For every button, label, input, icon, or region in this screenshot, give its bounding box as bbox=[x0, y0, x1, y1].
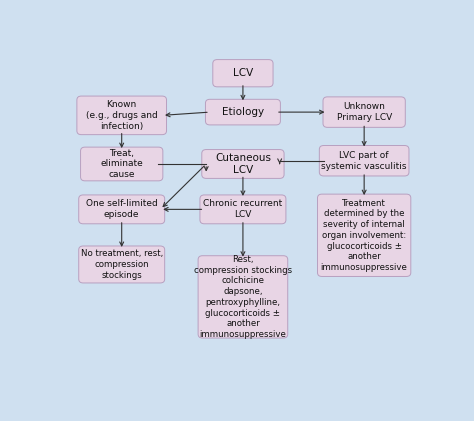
FancyBboxPatch shape bbox=[81, 147, 163, 181]
Text: LCV: LCV bbox=[233, 68, 253, 78]
FancyBboxPatch shape bbox=[213, 60, 273, 87]
FancyBboxPatch shape bbox=[323, 97, 405, 127]
Text: Unknown
Primary LCV: Unknown Primary LCV bbox=[337, 102, 392, 122]
FancyBboxPatch shape bbox=[319, 146, 409, 176]
FancyBboxPatch shape bbox=[200, 195, 286, 224]
FancyBboxPatch shape bbox=[79, 195, 164, 224]
Text: Treat,
eliminate
cause: Treat, eliminate cause bbox=[100, 149, 143, 179]
Text: Rest,
compression stockings
colchicine
dapsone,
pentroxyphylline,
glucocorticoid: Rest, compression stockings colchicine d… bbox=[194, 255, 292, 339]
Text: One self-limited
episode: One self-limited episode bbox=[86, 200, 157, 219]
FancyBboxPatch shape bbox=[79, 246, 164, 283]
Text: No treatment, rest,
compression
stockings: No treatment, rest, compression stocking… bbox=[81, 249, 163, 280]
FancyBboxPatch shape bbox=[318, 194, 411, 277]
Text: Treatment
determined by the
severity of internal
organ involvement:
glucocortico: Treatment determined by the severity of … bbox=[321, 199, 408, 272]
Text: Cutaneous
LCV: Cutaneous LCV bbox=[215, 153, 271, 175]
FancyBboxPatch shape bbox=[205, 99, 281, 125]
Text: Known
(e.g., drugs and
infection): Known (e.g., drugs and infection) bbox=[86, 100, 157, 131]
FancyBboxPatch shape bbox=[202, 149, 284, 179]
FancyBboxPatch shape bbox=[198, 256, 288, 338]
FancyBboxPatch shape bbox=[77, 96, 166, 135]
Text: Etiology: Etiology bbox=[222, 107, 264, 117]
Text: LVC part of
systemic vasculitis: LVC part of systemic vasculitis bbox=[321, 151, 407, 171]
Text: Chronic recurrent
LCV: Chronic recurrent LCV bbox=[203, 200, 283, 219]
